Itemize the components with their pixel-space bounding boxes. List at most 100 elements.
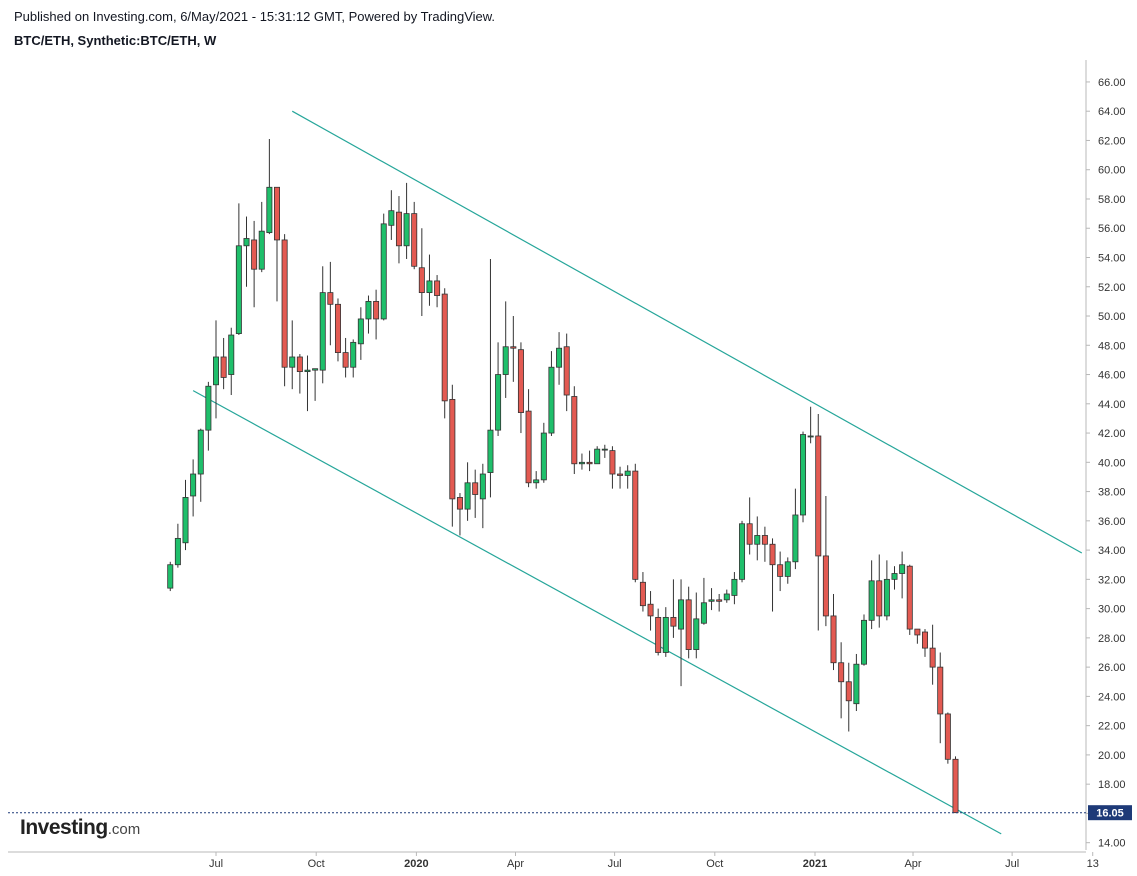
- trendline-lower[interactable]: [192, 390, 1002, 835]
- candle: [190, 459, 197, 517]
- candle: [685, 586, 692, 659]
- candle: [548, 351, 555, 436]
- candle-body-down: [342, 352, 349, 368]
- candle: [266, 139, 273, 235]
- candle-body-down: [441, 293, 448, 402]
- candle: [876, 554, 883, 628]
- candle-body-up: [731, 578, 738, 596]
- candle-body-down: [632, 470, 639, 580]
- candle-body-down: [716, 599, 723, 602]
- candle: [220, 337, 227, 390]
- y-tick-label: 14.00: [1098, 838, 1126, 850]
- y-tick-label: 62.00: [1098, 135, 1126, 147]
- candle: [395, 196, 402, 264]
- candle: [662, 607, 669, 657]
- y-tick-label: 22.00: [1098, 721, 1126, 733]
- y-tick-label: 60.00: [1098, 165, 1126, 177]
- candle-body-up: [197, 429, 204, 475]
- y-tick-label: 44.00: [1098, 399, 1126, 411]
- candle-body-up: [792, 514, 799, 563]
- candle-body-down: [944, 713, 951, 760]
- candle-body-up: [502, 346, 509, 375]
- candle-body-down: [251, 239, 258, 270]
- candle: [815, 414, 822, 631]
- candle: [174, 523, 181, 568]
- candle: [731, 572, 738, 605]
- candle-body-up: [594, 448, 601, 465]
- candle-body-down: [639, 581, 646, 607]
- candle-body-up: [678, 599, 685, 630]
- candle: [739, 520, 746, 583]
- last-price-label: 16.05: [1096, 808, 1124, 820]
- candle-body-up: [800, 434, 807, 516]
- candle-body-up: [540, 432, 547, 481]
- candle: [334, 298, 341, 362]
- candle: [761, 526, 768, 562]
- candle-body-up: [693, 618, 700, 650]
- candle: [327, 261, 334, 346]
- candle: [281, 234, 288, 387]
- candle-body-down: [434, 280, 441, 296]
- candle-body-down: [906, 565, 913, 630]
- candle: [929, 624, 936, 685]
- y-tick-label: 48.00: [1098, 340, 1126, 352]
- candle: [312, 368, 319, 401]
- candle-body-down: [609, 450, 616, 475]
- candle: [754, 516, 761, 561]
- candle: [418, 228, 425, 317]
- candle: [319, 266, 326, 384]
- candle: [235, 203, 242, 336]
- y-tick-label: 64.00: [1098, 106, 1126, 118]
- candle: [777, 551, 784, 592]
- candle-body-down: [510, 346, 517, 349]
- trendline-layer: [192, 110, 1083, 835]
- candle-body-down: [617, 473, 624, 476]
- candle: [594, 446, 601, 465]
- candle-body-up: [319, 292, 326, 371]
- candle: [708, 588, 715, 611]
- candle-body-down: [922, 631, 928, 649]
- y-tick-label: 36.00: [1098, 516, 1126, 528]
- candle: [456, 493, 463, 536]
- candle: [426, 254, 433, 306]
- candle-body-up: [700, 602, 707, 624]
- candle: [693, 592, 700, 659]
- y-tick-label: 66.00: [1098, 77, 1126, 89]
- candle-body-down: [456, 497, 463, 510]
- trendline-upper[interactable]: [291, 110, 1083, 554]
- x-tick-label: Apr: [507, 858, 524, 870]
- candle: [472, 469, 479, 518]
- candle-body-up: [289, 356, 296, 368]
- candle: [342, 337, 349, 378]
- investing-logo: Investing.com: [20, 816, 140, 840]
- candle-body-up: [365, 300, 372, 320]
- candle-body-up: [723, 593, 730, 601]
- candle: [434, 275, 441, 308]
- candle: [922, 629, 928, 657]
- candle-body-down: [472, 482, 479, 495]
- candle: [167, 561, 174, 592]
- candle-body-down: [647, 603, 654, 617]
- candle: [723, 589, 730, 603]
- candle-body-up: [174, 537, 181, 566]
- candle: [800, 431, 807, 523]
- candle: [891, 566, 898, 590]
- candle-body-down: [296, 356, 303, 373]
- y-tick-label: 20.00: [1098, 750, 1126, 762]
- candle-body-down: [845, 681, 852, 702]
- candle: [365, 295, 372, 334]
- candle: [495, 342, 502, 436]
- candle: [784, 557, 791, 584]
- candle-layer: [167, 139, 959, 814]
- candle: [533, 471, 540, 489]
- x-tick-label: Oct: [706, 858, 723, 870]
- candle-body-up: [533, 479, 540, 484]
- candle-body-down: [822, 555, 829, 617]
- candle-body-down: [761, 535, 768, 545]
- candle-body-up: [182, 497, 189, 544]
- candle: [502, 301, 509, 398]
- candle-body-up: [807, 435, 814, 438]
- candle-body-up: [754, 535, 761, 545]
- candle: [479, 463, 486, 529]
